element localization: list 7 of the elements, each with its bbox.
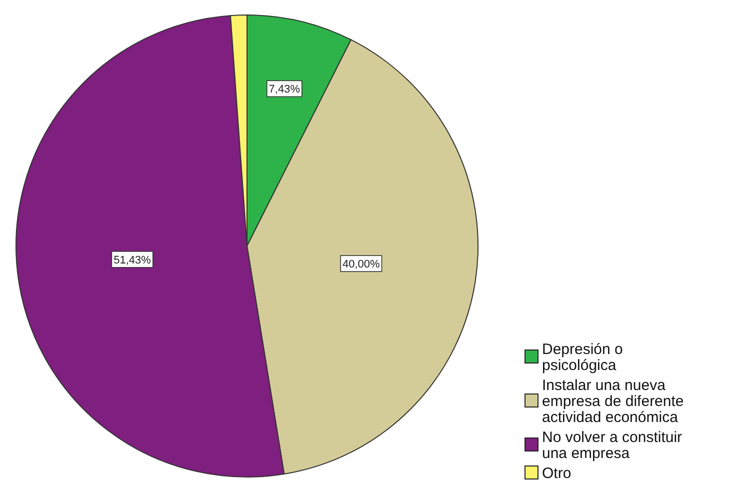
legend-label: Depresión o psicológica	[542, 341, 623, 374]
data-label: 51,43%	[114, 254, 152, 266]
data-label: 7,43%	[268, 84, 300, 96]
legend-label: No volver a constituir una empresa	[542, 429, 682, 462]
legend-label: Otro	[542, 465, 572, 482]
data-label: 40,00%	[342, 258, 380, 271]
legend-label: Instalar una nueva empresa de diferente actividad económica	[542, 377, 684, 426]
